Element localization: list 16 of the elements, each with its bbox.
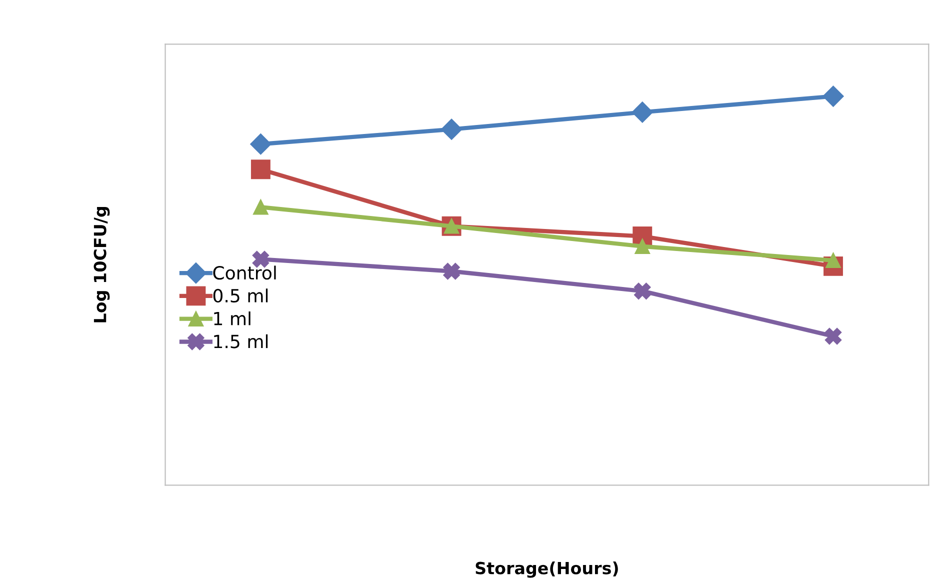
legend-label: 0.5 ml [213,288,268,303]
point [634,238,650,254]
point [824,328,842,345]
x-axis-title: Storage(Hours) [476,562,618,578]
y-axis-title: Log 10CFU/g [94,206,110,322]
legend-label: 1.5 ml [214,334,268,348]
point [632,102,653,123]
point [634,282,651,300]
point [253,199,268,215]
point [441,118,462,140]
legend-label: 1 ml [214,311,250,326]
point [443,262,460,280]
point [822,86,844,107]
point [250,134,272,155]
point [250,160,270,180]
legend-label: Control [213,266,276,280]
